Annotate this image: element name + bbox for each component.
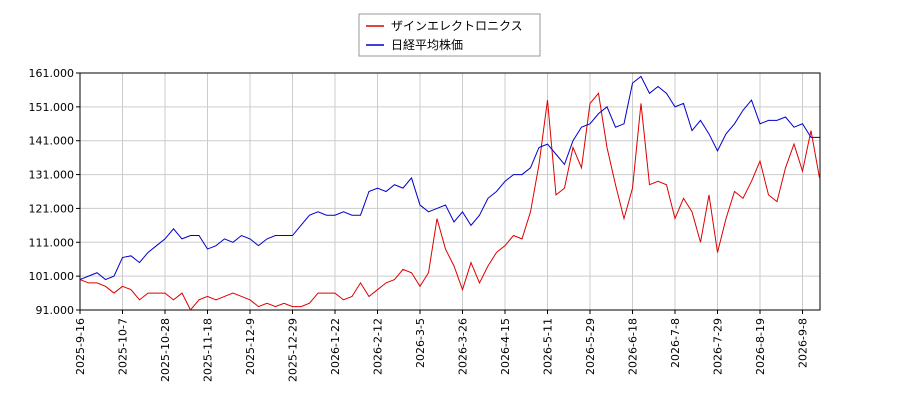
x-tick-label: 2026-4-15 (499, 318, 512, 375)
plot-frame (79, 72, 821, 311)
y-tick-label: 141.000 (29, 135, 75, 148)
series-line (79, 92, 820, 311)
y-tick-label: 151.000 (29, 101, 75, 114)
x-tick-label: 2026-6-18 (627, 318, 640, 375)
x-tick-label: 2026-3-5 (414, 318, 427, 368)
x-tick-label: 2026-9-8 (797, 318, 810, 368)
x-tick-label: 2025-12-29 (287, 318, 300, 382)
legend-label: 日経平均株価 (391, 37, 463, 52)
x-tick-label: 2026-5-11 (542, 318, 555, 375)
y-tick-label: 101.000 (29, 270, 75, 283)
x-tick-label: 2025-10-7 (117, 318, 130, 375)
x-tick-label: 2026-1-22 (329, 318, 342, 375)
x-tick-label: 2025-12-9 (244, 318, 257, 375)
y-tick-label: 91.000 (36, 304, 75, 317)
x-tick-label: 2025-10-28 (159, 318, 172, 382)
x-tick-label: 2026-5-29 (584, 318, 597, 375)
series-line (79, 75, 820, 281)
x-tick-label: 2026-8-19 (754, 318, 767, 375)
x-tick-label: 2026-3-26 (457, 318, 470, 375)
x-tick-label: 2025-9-16 (74, 318, 87, 375)
x-tick-label: 2026-7-8 (669, 318, 682, 368)
legend-box (358, 13, 541, 57)
y-tick-label: 161.000 (29, 67, 75, 80)
legend-label: ザインエレクトロニクス (391, 19, 523, 33)
x-tick-label: 2026-2-12 (372, 318, 385, 375)
y-tick-label: 111.000 (29, 236, 75, 249)
x-tick-label: 2025-11-18 (202, 318, 215, 382)
y-tick-label: 131.000 (29, 169, 75, 182)
x-tick-label: 2026-7-29 (712, 318, 725, 375)
y-tick-label: 121.000 (29, 202, 75, 215)
